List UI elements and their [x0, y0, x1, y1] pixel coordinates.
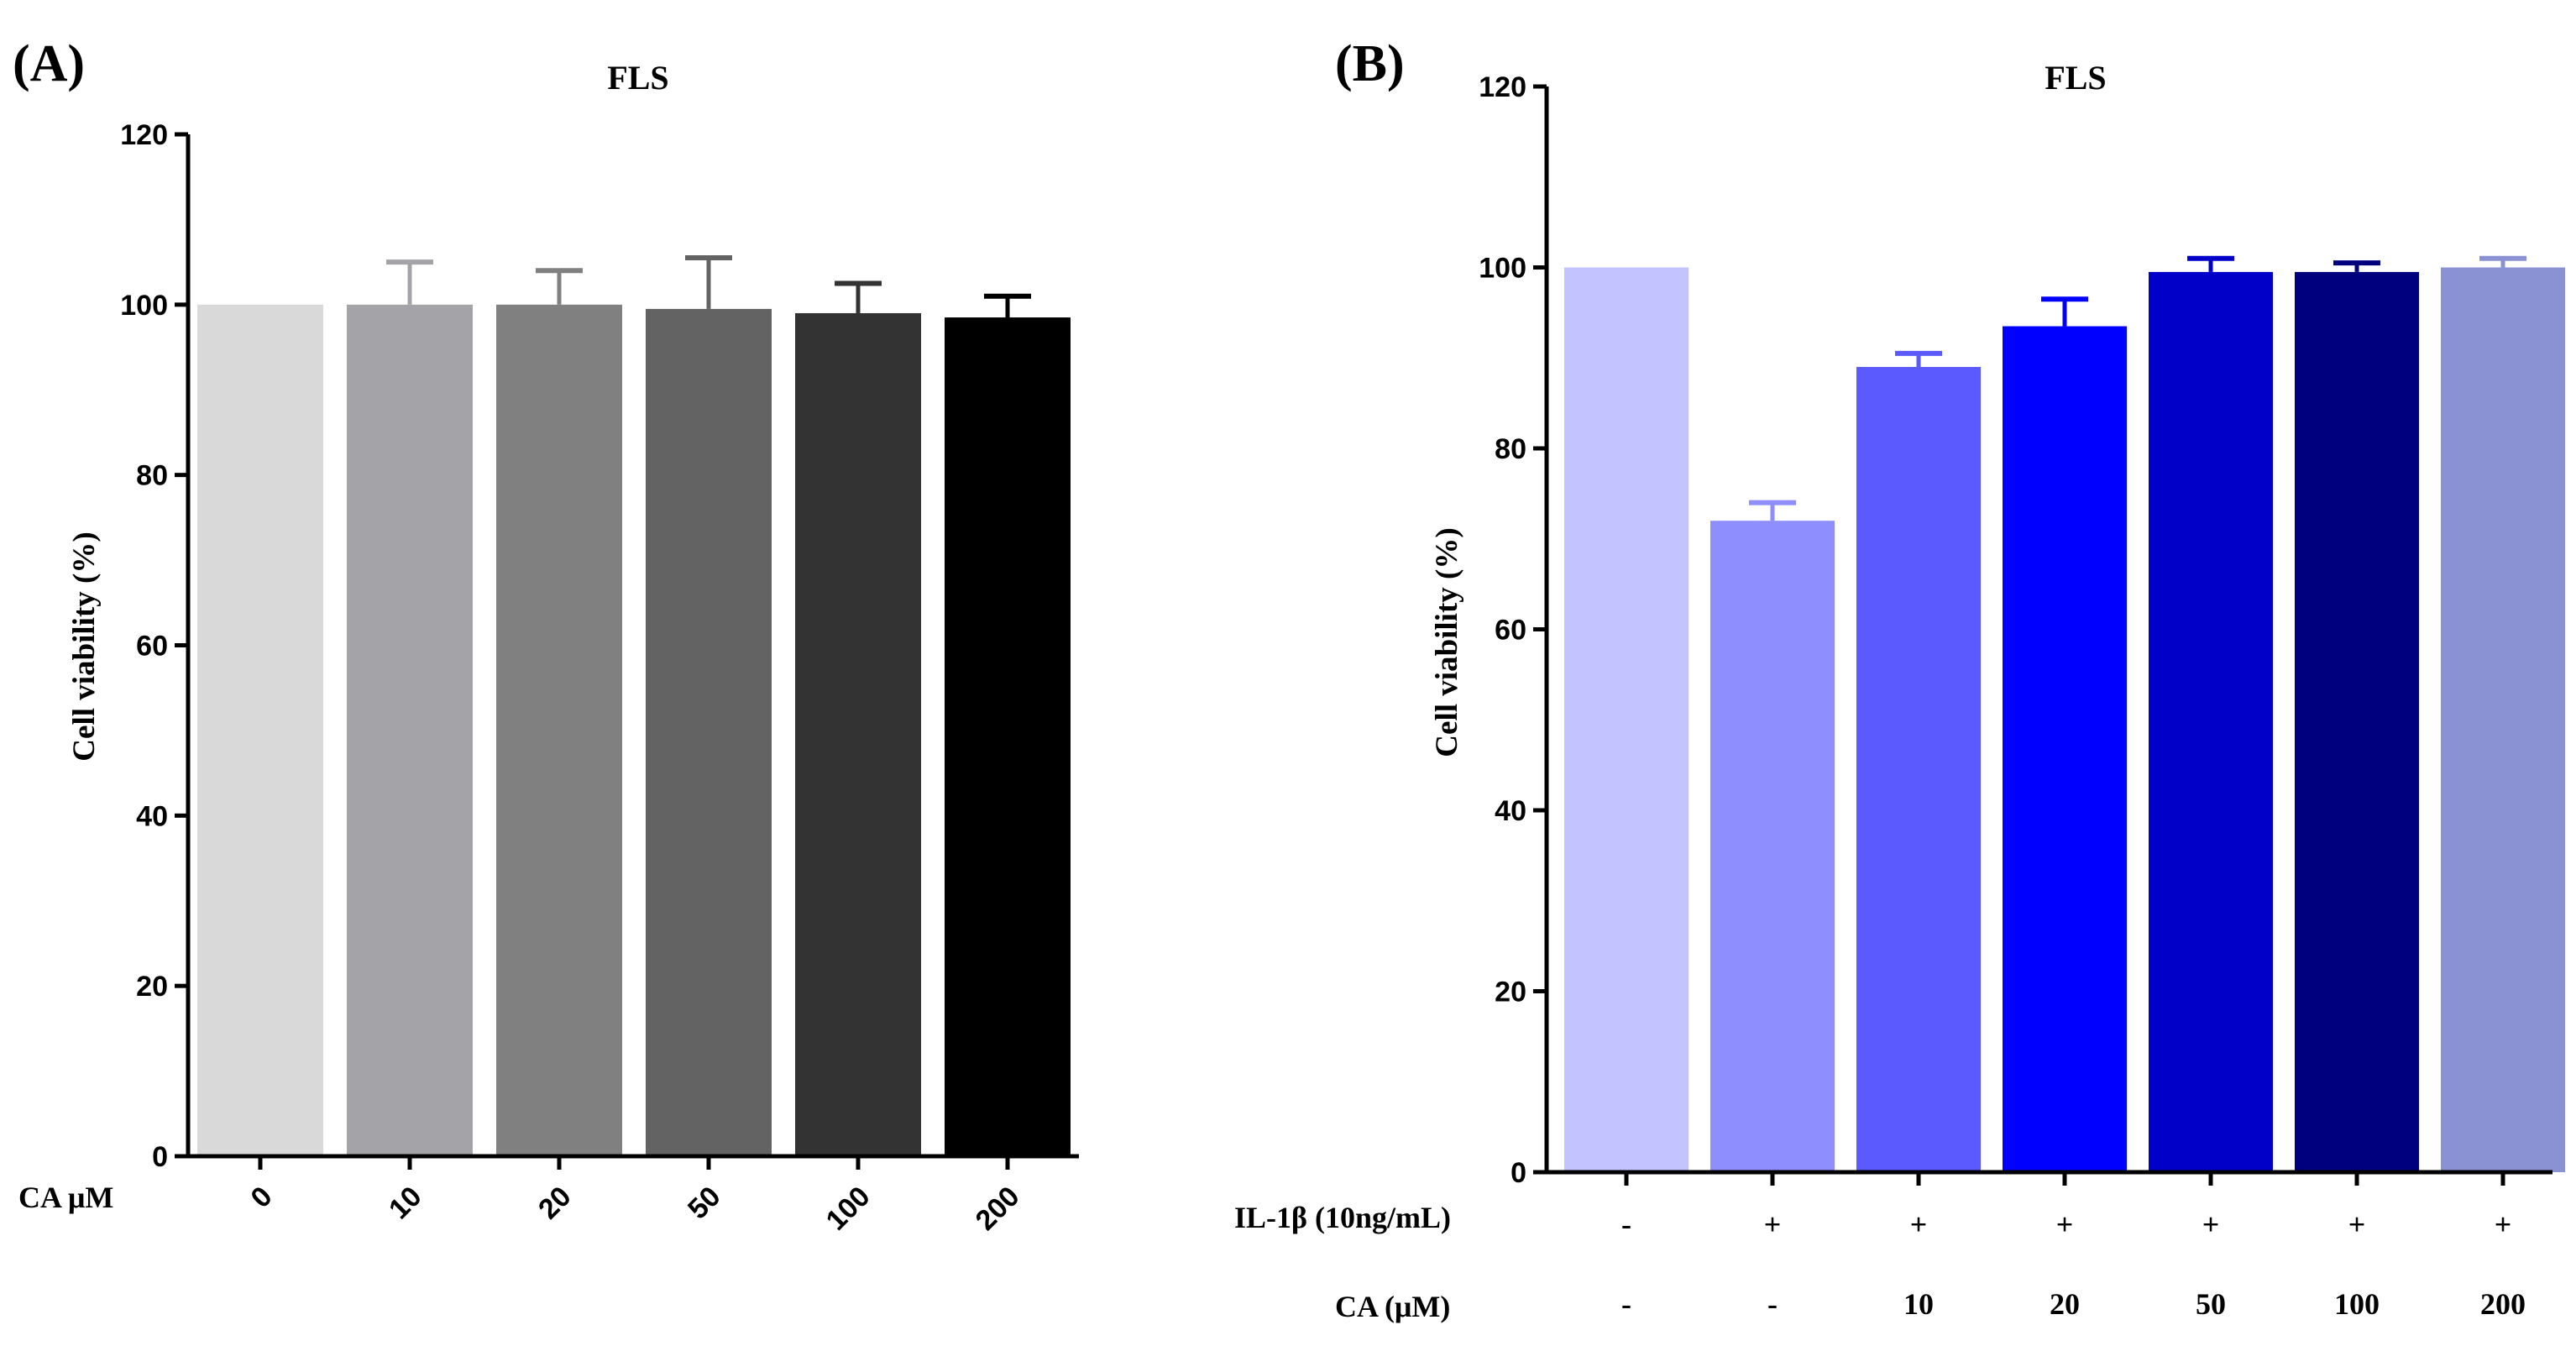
y-tick-label: 60 — [136, 631, 168, 663]
bar — [1564, 267, 1689, 1172]
error-bar — [1895, 350, 1942, 368]
il1b-row-values: - + + + + + + — [1621, 1207, 2511, 1241]
x-tick-label: 10 — [383, 1181, 428, 1226]
bar — [2295, 271, 2419, 1173]
ca-value: 10 — [1903, 1287, 1934, 1321]
x-tick-label: 0 — [244, 1181, 278, 1214]
bar — [496, 304, 622, 1156]
y-tick-label: 80 — [136, 460, 168, 492]
panel-b-label: (B) — [1335, 35, 1405, 92]
il1b-value: + — [1764, 1207, 1782, 1241]
ca-row-values: - - 10 20 50 100 200 — [1621, 1287, 2526, 1321]
ca-row-label: CA (μM) — [1335, 1290, 1450, 1323]
error-bar — [2041, 296, 2088, 327]
error-bar — [536, 268, 583, 305]
error-bar — [2333, 260, 2380, 272]
ca-value: 200 — [2480, 1287, 2526, 1321]
bar — [945, 317, 1071, 1156]
y-tick-label: 80 — [1495, 433, 1526, 465]
panel-a-y-axis-label: Cell viability (%) — [67, 532, 102, 761]
panel-b-title: FLS — [2045, 59, 2106, 97]
error-bar — [2187, 255, 2234, 272]
panel-a-x-axis-label: CA μM — [18, 1181, 113, 1214]
il1b-value: + — [2056, 1207, 2074, 1241]
bar — [2441, 267, 2565, 1172]
panel-a-title: FLS — [607, 59, 668, 97]
bar — [795, 312, 921, 1157]
y-tick-label: 0 — [152, 1141, 168, 1173]
ca-value: 50 — [2196, 1287, 2226, 1321]
il1b-row-label: IL-1β (10ng/mL) — [1234, 1201, 1451, 1234]
ca-value: - — [1767, 1287, 1778, 1321]
y-tick-label: 100 — [120, 290, 168, 322]
bar — [1710, 521, 1835, 1172]
x-tick-label: 20 — [532, 1181, 578, 1226]
panel-a: (A) FLS Cell viability (%) CA μM 0 20 40 60… — [13, 35, 1079, 1237]
ca-value: 100 — [2334, 1287, 2380, 1321]
error-bar — [2479, 255, 2526, 268]
y-tick-label: 40 — [1495, 795, 1526, 827]
ca-value: - — [1621, 1287, 1631, 1321]
panel-b: (B) FLS Cell viability (%) IL-1β (10ng/m… — [1234, 35, 2565, 1323]
y-tick-label: 0 — [1511, 1157, 1526, 1189]
panel-b-x-ticks — [1624, 1172, 2505, 1186]
panel-b-error-bars — [1749, 255, 2526, 521]
bar — [646, 308, 772, 1156]
x-tick-label: 200 — [970, 1181, 1026, 1237]
il1b-value: - — [1621, 1207, 1631, 1241]
y-tick-label: 20 — [1495, 977, 1526, 1008]
panel-b-y-axis-label: Cell viability (%) — [1430, 527, 1464, 757]
panel-b-y-ticks: 0 20 40 60 80 100 120 — [1479, 71, 1547, 1189]
il1b-value: + — [2202, 1207, 2220, 1241]
ca-value: 20 — [2050, 1287, 2080, 1321]
error-bar — [835, 280, 882, 313]
x-tick-label: 50 — [682, 1181, 727, 1226]
y-tick-label: 60 — [1495, 615, 1526, 647]
error-bar — [386, 259, 433, 305]
panel-a-y-ticks: 0 20 40 60 80 100 120 — [120, 119, 188, 1173]
error-bar — [1749, 500, 1796, 521]
y-tick-label: 40 — [136, 800, 168, 832]
bar — [197, 304, 323, 1156]
y-tick-label: 100 — [1479, 253, 1526, 285]
panel-b-bars — [1564, 267, 2565, 1173]
bar — [2149, 271, 2273, 1173]
error-bar — [984, 293, 1031, 318]
il1b-value: + — [2348, 1207, 2366, 1241]
y-tick-label: 20 — [136, 971, 168, 1003]
il1b-value: + — [1910, 1207, 1928, 1241]
y-tick-label: 120 — [120, 119, 168, 151]
y-tick-label: 120 — [1479, 71, 1526, 103]
panel-a-label: (A) — [13, 35, 85, 92]
error-bar — [685, 255, 732, 309]
bar — [1856, 367, 1981, 1172]
bar — [2003, 326, 2127, 1173]
x-tick-label: 100 — [820, 1181, 877, 1237]
bar — [347, 304, 473, 1156]
panel-a-error-bars — [386, 255, 1031, 318]
panel-a-bars — [197, 304, 1071, 1157]
panel-a-x-ticks: 0 10 20 50 100 200 — [244, 1156, 1026, 1237]
il1b-value: + — [2495, 1207, 2512, 1241]
